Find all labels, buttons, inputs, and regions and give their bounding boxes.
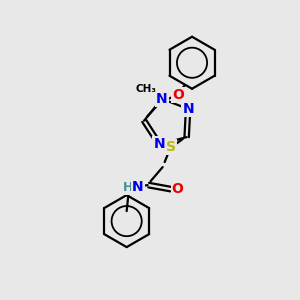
- Text: S: S: [166, 140, 176, 154]
- Text: CH₃: CH₃: [135, 84, 156, 94]
- Text: N: N: [156, 92, 168, 106]
- Text: O: O: [172, 88, 184, 102]
- Text: N: N: [154, 137, 165, 152]
- Text: H: H: [122, 181, 133, 194]
- Text: O: O: [172, 182, 184, 196]
- Text: N: N: [182, 102, 194, 116]
- Text: N: N: [132, 180, 143, 194]
